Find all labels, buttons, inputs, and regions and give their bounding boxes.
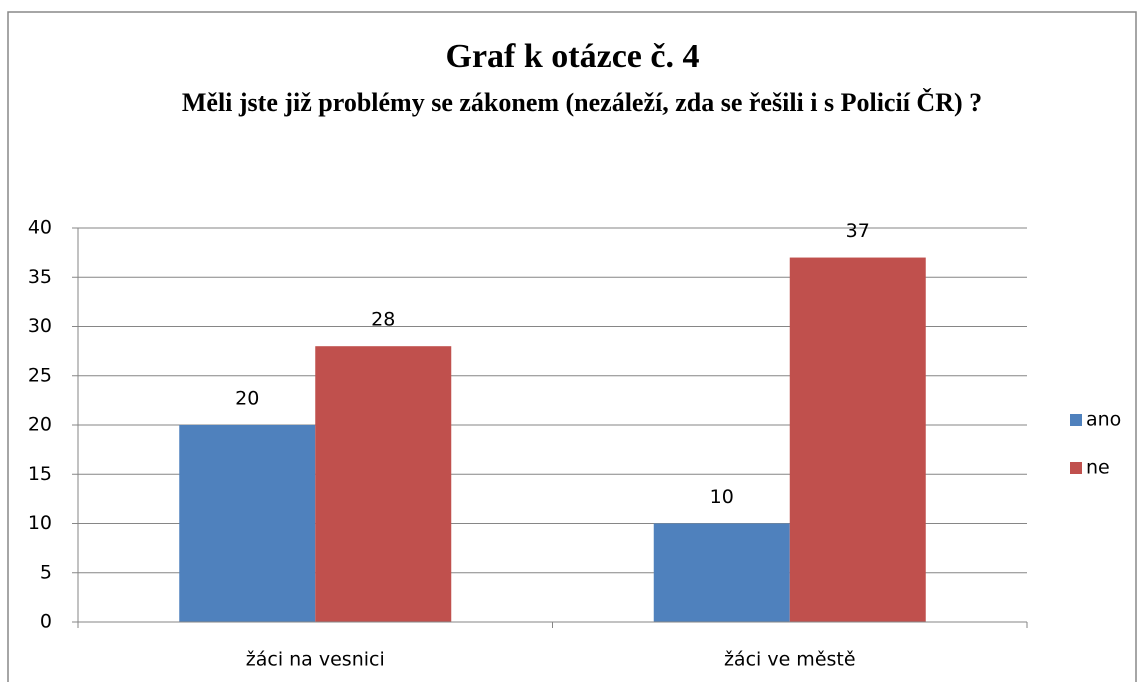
bar [789, 257, 926, 622]
y-tick-label: 40 [28, 217, 52, 239]
data-label: 20 [235, 388, 259, 410]
data-label: 37 [846, 220, 870, 242]
legend-swatch [1070, 462, 1082, 474]
chart-border [7, 11, 1137, 682]
x-tick-label: žáci na vesnici [246, 649, 385, 671]
y-tick-label: 5 [40, 561, 52, 583]
data-label: 28 [371, 309, 395, 331]
chart-title: Graf k otázce č. 4 [445, 38, 700, 75]
legend-label: ne [1086, 457, 1110, 479]
legend-swatch [1070, 414, 1082, 426]
data-label: 10 [710, 486, 734, 508]
bar [179, 425, 316, 622]
y-tick-label: 20 [28, 414, 52, 436]
legend-label: ano [1086, 409, 1121, 431]
x-tick-label: žáci ve městě [724, 649, 856, 671]
bar [653, 523, 790, 622]
y-tick-label: 10 [28, 512, 52, 534]
y-tick-label: 25 [28, 364, 52, 386]
y-tick-label: 0 [40, 611, 52, 633]
y-tick-label: 30 [28, 315, 52, 337]
y-tick-label: 35 [28, 266, 52, 288]
chart-subtitle: Měli jste již problémy se zákonem (nezál… [181, 88, 983, 117]
y-tick-label: 15 [28, 463, 52, 485]
bar [315, 346, 452, 622]
